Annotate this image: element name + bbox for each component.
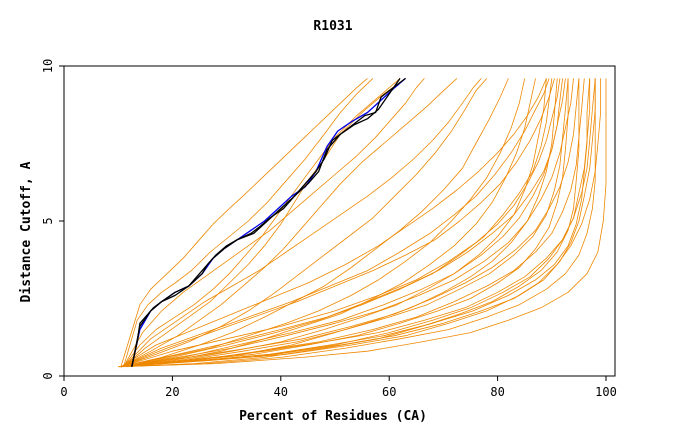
- x-tick-label: 100: [595, 385, 617, 399]
- x-tick-label: 20: [165, 385, 179, 399]
- series-line-model-1: [120, 78, 368, 367]
- series-line-model-6: [120, 78, 488, 368]
- series-line-model-22: [120, 78, 553, 368]
- series-line-model-32: [120, 78, 563, 368]
- series-line-model-17: [120, 78, 555, 368]
- x-axis-label: Percent of Residues (CA): [239, 409, 427, 424]
- series-line-model-4: [123, 78, 406, 368]
- series-line-model-30: [123, 78, 482, 367]
- series-line-model-29: [120, 78, 591, 368]
- series-line-model-19: [120, 78, 591, 368]
- series-line-model-13: [120, 78, 580, 368]
- y-axis-label: Distance Cutoff, A: [19, 161, 34, 302]
- series-line-model-5: [120, 78, 458, 368]
- series-line-model-11: [120, 78, 558, 368]
- series-line-model-2: [123, 78, 374, 367]
- series-line-model-8: [120, 78, 526, 368]
- series-line-model-c: [131, 78, 401, 367]
- y-tick-label: 10: [41, 59, 55, 73]
- series-line-model-28: [120, 78, 569, 368]
- series-line-model-27: [120, 78, 550, 368]
- series-line-model-12: [120, 78, 569, 368]
- series-line-model-15: [118, 78, 607, 368]
- chart-title: R1031: [313, 19, 352, 34]
- series-line-model-20: [120, 78, 585, 368]
- series-line-model-21: [120, 78, 574, 368]
- series-line-model-7: [120, 78, 509, 368]
- series-line-model-26: [120, 78, 601, 368]
- series-line-model-9: [120, 78, 536, 368]
- series-layer: [118, 77, 607, 368]
- series-line-model-24: [120, 78, 547, 368]
- series-line-model-16: [120, 78, 561, 368]
- x-tick-label: 0: [60, 385, 67, 399]
- series-line-model-33: [120, 78, 596, 368]
- y-tick-label: 5: [41, 217, 55, 224]
- y-tick-label: 0: [41, 372, 55, 379]
- x-tick-label: 80: [490, 385, 504, 399]
- axis-ticks: 0 20 40 60 80 100 0 5 10: [41, 59, 617, 399]
- x-tick-label: 40: [274, 385, 288, 399]
- x-tick-label: 60: [382, 385, 396, 399]
- series-line-model-25: [120, 78, 580, 368]
- series-line-model-31: [123, 78, 425, 367]
- series-line-model-23: [120, 78, 596, 368]
